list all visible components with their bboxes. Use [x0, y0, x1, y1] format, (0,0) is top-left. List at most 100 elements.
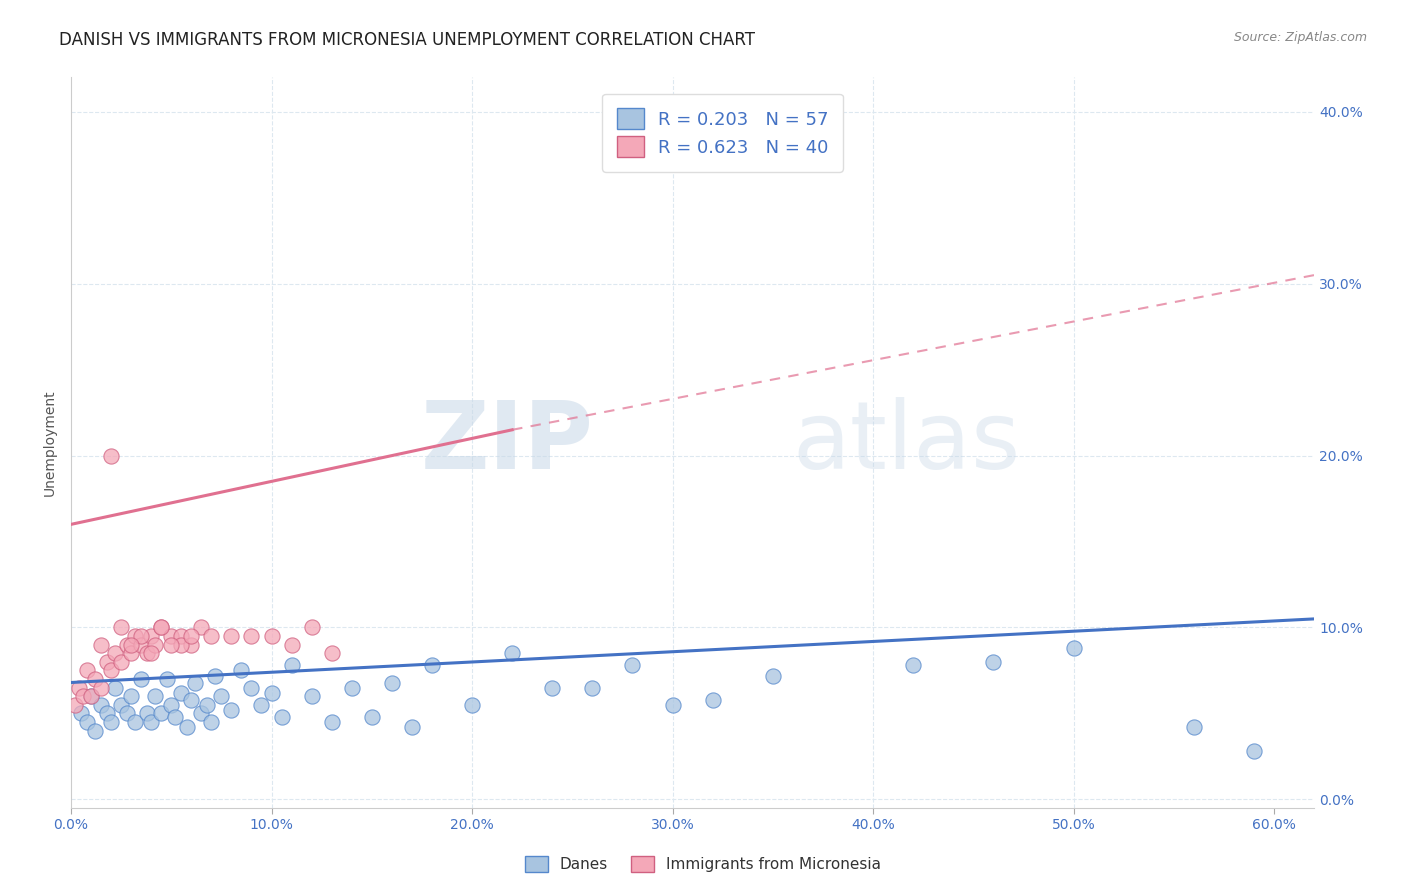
Point — [160, 638, 183, 652]
Point — [184, 675, 207, 690]
Legend: R = 0.203   N = 57, R = 0.623   N = 40: R = 0.203 N = 57, R = 0.623 N = 40 — [602, 94, 844, 171]
Point — [170, 629, 193, 643]
Point — [180, 692, 202, 706]
Point — [84, 723, 107, 738]
Point — [1243, 744, 1265, 758]
Point — [762, 668, 785, 682]
Text: atlas: atlas — [792, 397, 1021, 489]
Point — [270, 710, 292, 724]
Point — [541, 681, 564, 695]
Point — [381, 675, 404, 690]
Point — [150, 620, 173, 634]
Point — [321, 714, 343, 729]
Point — [301, 620, 323, 634]
Point — [260, 629, 283, 643]
Point — [110, 620, 132, 634]
Point — [190, 706, 212, 721]
Point — [124, 714, 146, 729]
Point — [340, 681, 363, 695]
Point — [72, 690, 94, 704]
Point — [581, 681, 603, 695]
Point — [150, 620, 173, 634]
Point — [63, 698, 86, 712]
Point — [195, 698, 218, 712]
Point — [120, 646, 142, 660]
Legend: Danes, Immigrants from Micronesia: Danes, Immigrants from Micronesia — [517, 848, 889, 880]
Point — [165, 710, 187, 724]
Point — [100, 664, 122, 678]
Point — [461, 698, 484, 712]
Point — [76, 664, 98, 678]
Point — [321, 646, 343, 660]
Point — [141, 714, 163, 729]
Y-axis label: Unemployment: Unemployment — [44, 390, 58, 496]
Point — [420, 658, 443, 673]
Point — [401, 720, 423, 734]
Point — [209, 690, 232, 704]
Point — [180, 629, 202, 643]
Point — [80, 690, 103, 704]
Point — [100, 714, 122, 729]
Point — [301, 690, 323, 704]
Point — [129, 629, 152, 643]
Point — [143, 638, 166, 652]
Point — [901, 658, 924, 673]
Point — [176, 720, 198, 734]
Point — [70, 706, 93, 721]
Point — [200, 629, 222, 643]
Point — [260, 686, 283, 700]
Point — [67, 681, 90, 695]
Point — [143, 690, 166, 704]
Point — [115, 706, 138, 721]
Point — [141, 646, 163, 660]
Point — [124, 629, 146, 643]
Point — [120, 690, 142, 704]
Point — [84, 672, 107, 686]
Point — [129, 638, 152, 652]
Point — [104, 646, 127, 660]
Point — [96, 706, 118, 721]
Text: ZIP: ZIP — [420, 397, 593, 489]
Point — [104, 681, 127, 695]
Point — [170, 686, 193, 700]
Point — [150, 706, 173, 721]
Point — [821, 148, 844, 162]
Point — [221, 629, 243, 643]
Point — [240, 681, 263, 695]
Point — [250, 698, 273, 712]
Point — [981, 655, 1004, 669]
Point — [90, 698, 112, 712]
Point — [136, 706, 159, 721]
Point — [96, 655, 118, 669]
Point — [702, 692, 724, 706]
Text: DANISH VS IMMIGRANTS FROM MICRONESIA UNEMPLOYMENT CORRELATION CHART: DANISH VS IMMIGRANTS FROM MICRONESIA UNE… — [59, 31, 755, 49]
Point — [129, 672, 152, 686]
Point — [621, 658, 644, 673]
Point — [221, 703, 243, 717]
Point — [231, 664, 253, 678]
Point — [501, 646, 523, 660]
Point — [136, 646, 159, 660]
Point — [280, 638, 302, 652]
Point — [90, 638, 112, 652]
Point — [80, 690, 103, 704]
Point — [90, 681, 112, 695]
Point — [240, 629, 263, 643]
Point — [180, 638, 202, 652]
Point — [190, 620, 212, 634]
Point — [76, 714, 98, 729]
Point — [170, 638, 193, 652]
Point — [120, 638, 142, 652]
Point — [100, 449, 122, 463]
Point — [160, 698, 183, 712]
Point — [1063, 641, 1085, 656]
Point — [141, 629, 163, 643]
Point — [1182, 720, 1205, 734]
Point — [661, 698, 683, 712]
Point — [204, 668, 226, 682]
Point — [115, 638, 138, 652]
Point — [156, 672, 179, 686]
Point — [110, 698, 132, 712]
Text: Source: ZipAtlas.com: Source: ZipAtlas.com — [1233, 31, 1367, 45]
Point — [280, 658, 302, 673]
